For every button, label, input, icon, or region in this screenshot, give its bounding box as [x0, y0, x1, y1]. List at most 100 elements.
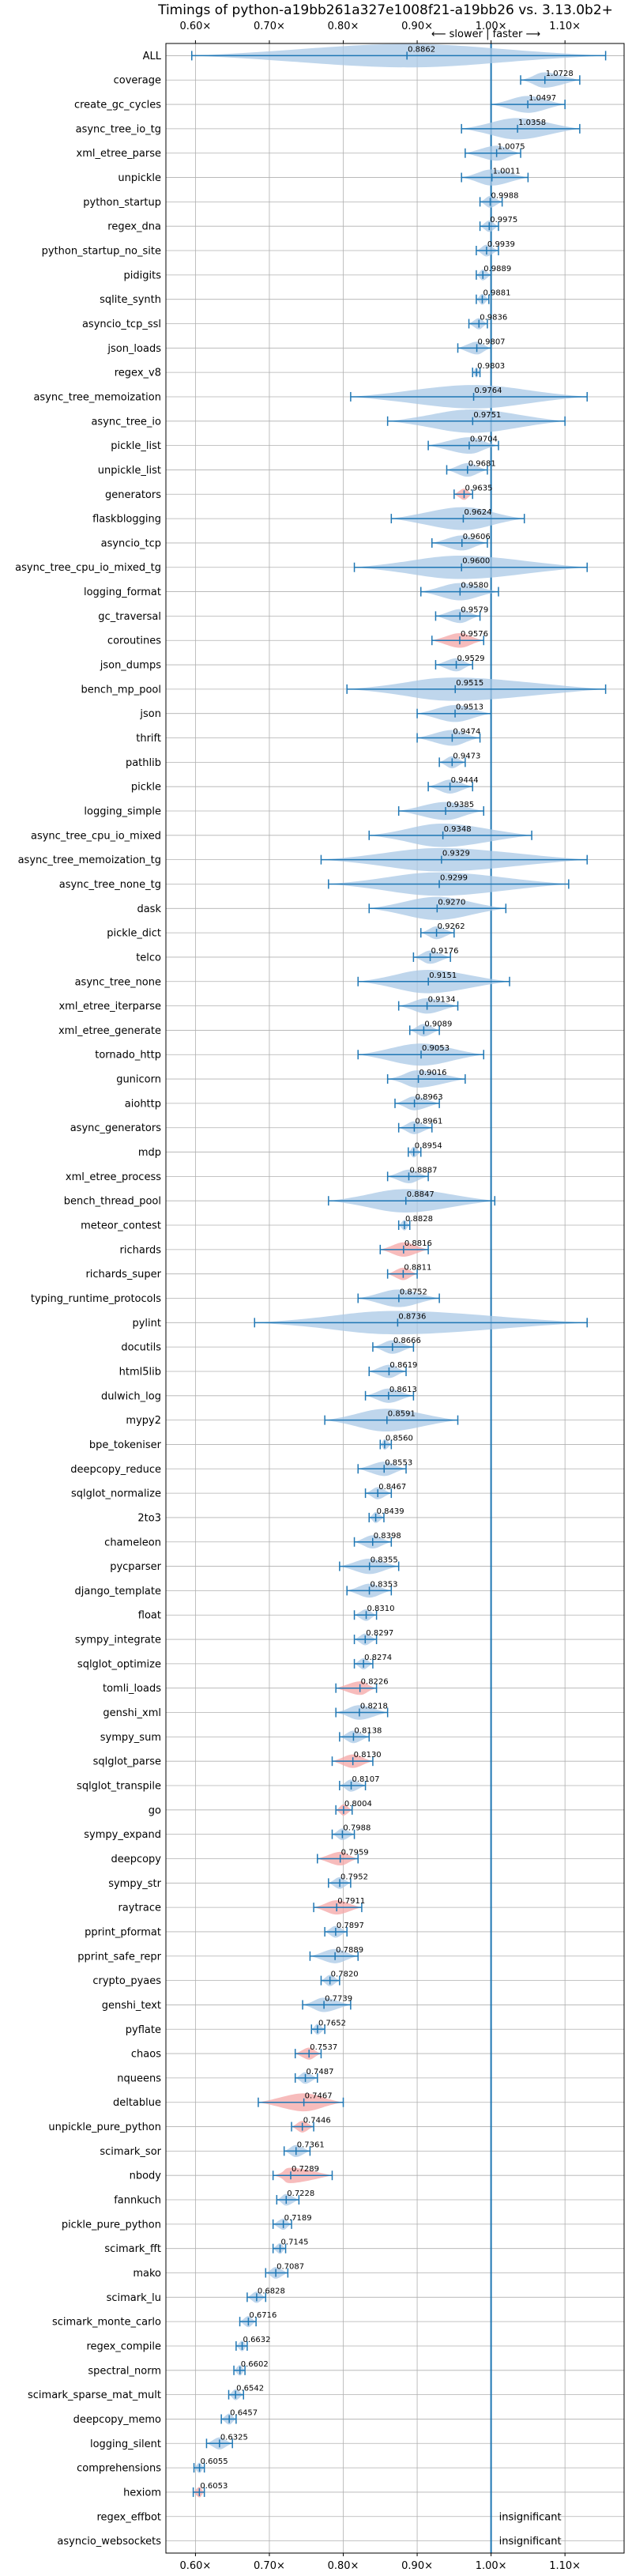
- value-label: 0.9635: [465, 484, 492, 492]
- value-label: 0.8297: [366, 1629, 393, 1638]
- value-label: 0.9299: [440, 873, 468, 882]
- benchmark-label: gunicorn: [116, 1074, 161, 1086]
- benchmark-row-async_tree_io_tg: async_tree_io_tg 1.0358: [76, 118, 581, 140]
- benchmark-row-async_tree_none_tg: async_tree_none_tg 0.9299: [59, 872, 570, 896]
- benchmark-label: pickle: [131, 782, 161, 794]
- value-label: 0.9606: [463, 533, 491, 541]
- benchmark-row-regex_effbot: regex_effbot insignificant: [96, 2511, 561, 2523]
- value-label: 0.9681: [468, 459, 496, 468]
- benchmark-row-comprehensions: comprehensions 0.6055: [77, 2457, 228, 2475]
- chart-title: Timings of python-a19bb261a327e1008f21-a…: [157, 2, 613, 18]
- benchmark-row-coverage: coverage 1.0728: [114, 70, 581, 88]
- value-label: 0.7537: [310, 2043, 337, 2052]
- value-label: 0.9053: [422, 1044, 450, 1053]
- benchmark-label: regex_dna: [107, 221, 161, 233]
- value-label: 0.7959: [341, 1848, 369, 1857]
- benchmark-label: comprehensions: [77, 2463, 161, 2475]
- benchmark-row-pidigits: pidigits 0.9889: [124, 265, 512, 282]
- benchmark-row-scimark_fft: scimark_fft 0.7145: [104, 2238, 308, 2256]
- benchmark-label: docutils: [121, 1342, 161, 1354]
- benchmark-row-deepcopy_reduce: deepcopy_reduce 0.8553: [70, 1458, 412, 1477]
- benchmark-row-aiohttp: aiohttp 0.8963: [125, 1093, 443, 1111]
- benchmark-row-json_loads: json_loads 0.9807: [107, 338, 505, 355]
- value-label: 0.8666: [393, 1337, 421, 1345]
- value-label: 0.9579: [461, 605, 488, 614]
- benchmark-row-scimark_monte_carlo: scimark_monte_carlo 0.6716: [52, 2311, 276, 2329]
- benchmark-row-regex_compile: regex_compile 0.6632: [86, 2336, 270, 2353]
- benchmark-label: pickle_list: [111, 440, 161, 452]
- value-label: 1.0358: [518, 119, 546, 127]
- benchmark-label: json_dumps: [100, 660, 161, 672]
- benchmark-label: nqueens: [117, 2072, 161, 2084]
- benchmark-row-sympy_str: sympy_str 0.7952: [108, 1873, 368, 1890]
- value-label: 0.7228: [287, 2189, 314, 2198]
- benchmark-label: scimark_lu: [107, 2292, 161, 2304]
- benchmark-row-pickle_dict: pickle_dict 0.9262: [107, 922, 465, 940]
- value-label: 0.8398: [374, 1532, 401, 1541]
- benchmark-row-meteor_contest: meteor_contest 0.8828: [81, 1215, 433, 1232]
- benchmark-label: sympy_sum: [100, 1732, 161, 1744]
- value-label: 0.9089: [424, 1020, 452, 1028]
- benchmark-label: go: [149, 1805, 161, 1816]
- top-tick-label: 0.90×: [401, 21, 433, 32]
- benchmark-label: deltablue: [113, 2097, 161, 2109]
- value-label: 0.8130: [354, 1751, 382, 1759]
- benchmark-label: deepcopy_reduce: [70, 1464, 161, 1476]
- benchmark-label: async_tree_cpu_io_mixed: [31, 830, 161, 842]
- benchmark-label: asyncio_tcp: [101, 537, 161, 549]
- benchmark-row-richards: richards 0.8816: [120, 1239, 432, 1257]
- value-label: 0.6325: [220, 2433, 248, 2442]
- value-label: 0.7739: [325, 1994, 352, 2003]
- benchmark-label: regex_compile: [86, 2340, 161, 2352]
- benchmark-row-deltablue: deltablue 0.7467: [113, 2092, 344, 2112]
- benchmark-label: ALL: [143, 51, 162, 62]
- benchmark-label: sqlglot_normalize: [71, 1488, 161, 1500]
- benchmark-row-pprint_pformat: pprint_pformat 0.7897: [85, 1922, 364, 1939]
- benchmark-label: typing_runtime_protocols: [31, 1293, 161, 1305]
- benchmark-label: richards_super: [85, 1269, 161, 1280]
- benchmark-row-docutils: docutils 0.8666: [121, 1337, 421, 1354]
- benchmark-label: deepcopy: [111, 1854, 161, 1865]
- benchmark-label: xml_etree_iterparse: [58, 1001, 161, 1013]
- benchmark-row-logging_simple: logging_simple 0.9385: [84, 801, 485, 820]
- value-label: 0.8954: [415, 1142, 442, 1151]
- benchmark-label: genshi_xml: [103, 1707, 161, 1719]
- value-label: 0.9444: [451, 776, 479, 785]
- benchmark-row-crypto_pyaes: crypto_pyaes 0.7820: [92, 1971, 358, 1988]
- value-label: 0.8310: [367, 1605, 395, 1613]
- benchmark-row-ALL: ALL 0.8862: [143, 43, 607, 68]
- value-label: 0.8553: [385, 1458, 412, 1467]
- value-label: 0.7897: [337, 1922, 364, 1930]
- benchmark-row-float: float 0.8310: [138, 1605, 395, 1621]
- benchmark-row-nqueens: nqueens 0.7487: [117, 2068, 333, 2085]
- top-tick-label: 0.60×: [179, 21, 211, 32]
- benchmark-row-python_startup: python_startup 0.9988: [83, 191, 518, 209]
- value-label: 0.8439: [377, 1507, 404, 1516]
- benchmark-row-logging_format: logging_format 0.9580: [84, 582, 499, 601]
- value-label: 0.6602: [241, 2360, 269, 2369]
- benchmark-label: deepcopy_memo: [73, 2414, 161, 2426]
- benchmark-label: html5lib: [119, 1366, 161, 1378]
- benchmark-row-bench_mp_pool: bench_mp_pool 0.9515: [81, 677, 607, 701]
- benchmark-label: bench_thread_pool: [64, 1196, 161, 1208]
- value-label: 0.8107: [352, 1775, 380, 1784]
- benchmark-label: thrift: [136, 733, 161, 745]
- value-label: 0.8752: [400, 1288, 427, 1297]
- benchmark-row-typing_runtime_protocols: typing_runtime_protocols 0.8752: [31, 1288, 440, 1307]
- value-label: 0.6828: [258, 2287, 285, 2295]
- value-label: 0.8004: [344, 1800, 372, 1808]
- benchmark-row-deepcopy_memo: deepcopy_memo 0.6457: [73, 2408, 258, 2426]
- benchmark-label: xml_etree_process: [66, 1171, 161, 1183]
- value-label: 0.8226: [361, 1678, 389, 1687]
- value-label: 0.7087: [276, 2263, 304, 2272]
- benchmark-row-chameleon: chameleon 0.8398: [104, 1532, 401, 1549]
- value-label: 0.7189: [284, 2214, 312, 2223]
- benchmark-row-sympy_sum: sympy_sum 0.8138: [100, 1726, 382, 1744]
- benchmark-label: flaskblogging: [92, 514, 161, 526]
- bottom-tick-label: 1.00×: [476, 2560, 507, 2572]
- value-label: 0.9270: [438, 898, 465, 907]
- benchmark-label: pidigits: [124, 270, 162, 281]
- benchmark-row-pylint: pylint 0.8736: [132, 1311, 588, 1335]
- benchmark-row-sqlglot_normalize: sqlglot_normalize 0.8467: [71, 1483, 406, 1500]
- value-label: 0.8816: [404, 1239, 432, 1248]
